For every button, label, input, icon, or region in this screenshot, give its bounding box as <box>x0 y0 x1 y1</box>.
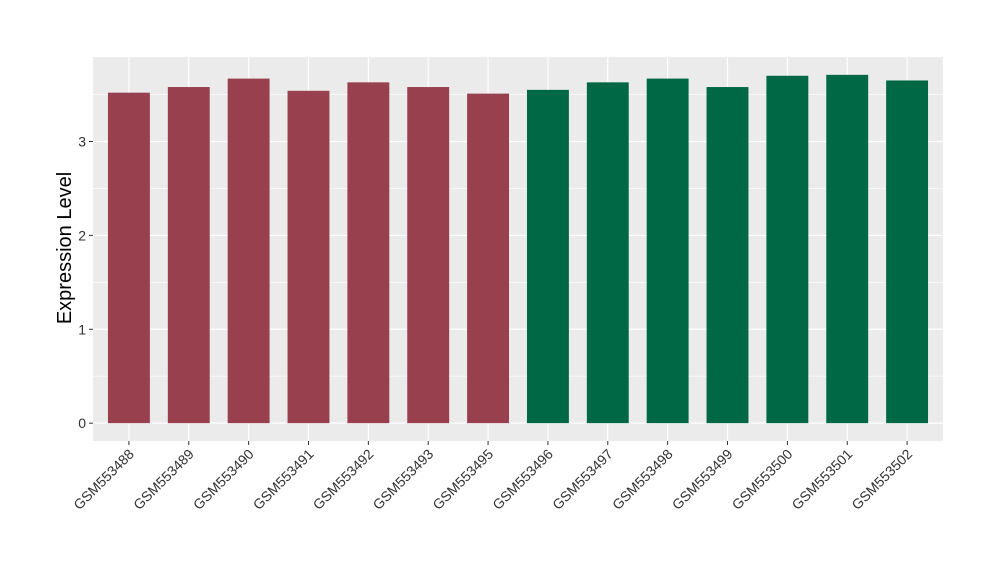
bar-GSM553491 <box>287 90 330 424</box>
x-tick-label: GSM553491 <box>250 446 317 513</box>
x-axis: GSM553488GSM553489GSM553490GSM553491GSM5… <box>70 441 915 513</box>
bar-GSM553502 <box>886 80 929 424</box>
x-tick-label: GSM553495 <box>429 446 496 513</box>
x-tick-label: GSM553501 <box>788 446 855 513</box>
bar-GSM553488 <box>107 92 150 424</box>
bar-GSM553492 <box>347 82 390 424</box>
x-tick-label: GSM553498 <box>609 446 676 513</box>
bar-GSM553500 <box>766 75 809 424</box>
x-tick-label: GSM553492 <box>310 446 377 513</box>
x-tick-label: GSM553490 <box>190 446 257 513</box>
x-tick-label: GSM553499 <box>669 446 736 513</box>
x-tick-label: GSM553489 <box>130 446 197 513</box>
y-tick-label: 2 <box>78 227 86 243</box>
y-tick-label: 1 <box>78 321 86 337</box>
bar-GSM553493 <box>407 87 450 424</box>
plot-panel <box>93 57 943 441</box>
y-axis: 0 1 2 3 <box>78 133 93 431</box>
y-axis-title: Expression Level <box>54 172 76 324</box>
x-tick-label: GSM553493 <box>369 446 436 513</box>
bar-GSM553499 <box>706 87 749 424</box>
bar-GSM553501 <box>826 74 869 424</box>
bar-GSM553490 <box>227 78 270 424</box>
x-tick-label: GSM553488 <box>70 446 137 513</box>
bars <box>107 74 929 424</box>
bar-GSM553496 <box>526 89 569 424</box>
x-tick-label: GSM553502 <box>848 446 915 513</box>
bar-GSM553495 <box>467 93 510 424</box>
y-tick-label: 0 <box>78 415 86 431</box>
bar-GSM553489 <box>167 87 210 424</box>
x-tick-label: GSM553496 <box>489 446 556 513</box>
y-tick-label: 3 <box>78 133 86 149</box>
x-tick-label: GSM553500 <box>729 446 796 513</box>
bar-GSM553497 <box>586 82 629 424</box>
bar-GSM553498 <box>646 78 689 424</box>
x-tick-label: GSM553497 <box>549 446 616 513</box>
